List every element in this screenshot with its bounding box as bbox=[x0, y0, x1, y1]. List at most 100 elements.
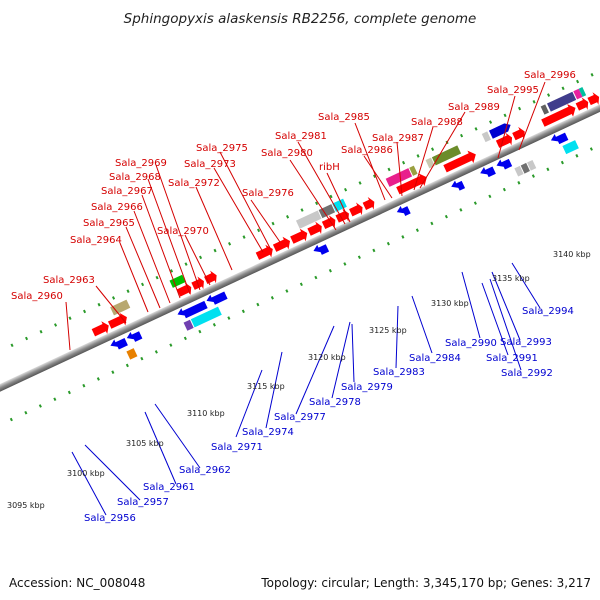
gene-label: Sala_2971 bbox=[211, 442, 263, 453]
gene-arrow bbox=[313, 244, 330, 255]
scale-label: 3120 kbp bbox=[308, 353, 346, 362]
gene-label: Sala_2978 bbox=[309, 397, 361, 408]
genome-track bbox=[0, 0, 600, 435]
gene-label: Sala_2988 bbox=[411, 117, 463, 128]
gene-label: Sala_2985 bbox=[318, 112, 370, 123]
gene-arrow bbox=[110, 338, 128, 350]
gene-arrow bbox=[126, 331, 143, 342]
gene-label: Sala_2967 bbox=[101, 186, 153, 197]
gene-label: Sala_2975 bbox=[196, 143, 248, 154]
accession-text: Accession: NC_008048 bbox=[9, 576, 145, 590]
feature-block bbox=[573, 88, 583, 100]
gene-label: Sala_2993 bbox=[500, 337, 552, 348]
gene-label: Sala_2981 bbox=[275, 131, 327, 142]
gene-arrow bbox=[177, 300, 208, 319]
gene-arrow bbox=[307, 221, 322, 236]
gene-arrow bbox=[396, 173, 427, 195]
feature-block bbox=[527, 159, 537, 171]
topology-summary: Topology: circular; Length: 3,345,170 bp… bbox=[260, 576, 591, 590]
gene-label: Sala_2970 bbox=[157, 226, 209, 237]
gene-arrow bbox=[176, 282, 192, 297]
gene-arrow bbox=[550, 132, 569, 145]
gene-label: Sala_2990 bbox=[445, 338, 497, 349]
feature-block bbox=[425, 157, 435, 169]
feature-block bbox=[481, 131, 491, 143]
scale-label: 3130 kbp bbox=[431, 299, 469, 308]
gene-label: Sala_2979 bbox=[341, 382, 393, 393]
gene-label: Sala_2966 bbox=[91, 202, 143, 213]
gene-label: Sala_2987 bbox=[372, 133, 424, 144]
feature-arrow bbox=[488, 123, 511, 139]
gene-label: Sala_2986 bbox=[341, 145, 393, 156]
gene-arrow bbox=[443, 150, 476, 173]
map-title: Sphingopyxis alaskensis RB2256, complete… bbox=[124, 11, 477, 27]
feature-block bbox=[183, 319, 194, 331]
feature-block bbox=[562, 140, 579, 155]
gene-arrow bbox=[91, 321, 109, 337]
gene-label: Sala_2980 bbox=[261, 148, 313, 159]
gene-label: Sala_2962 bbox=[179, 465, 231, 476]
gene-label: Sala_2973 bbox=[184, 159, 236, 170]
gene-label: Sala_2961 bbox=[143, 482, 195, 493]
gene-arrow bbox=[206, 291, 228, 305]
scale-label: 3110 kbp bbox=[187, 409, 225, 418]
scale-label: 3115 kbp bbox=[247, 382, 285, 391]
feature-block bbox=[169, 274, 186, 288]
gene-arrow bbox=[204, 270, 217, 284]
scale-label: 3140 kbp bbox=[553, 250, 591, 259]
gene-label: Sala_2992 bbox=[501, 368, 553, 379]
gene-label: Sala_2960 bbox=[11, 291, 63, 302]
scale-label: 3105 kbp bbox=[126, 439, 164, 448]
scale-label: 3100 kbp bbox=[67, 469, 105, 478]
feature-block bbox=[514, 165, 524, 177]
top-labels: Sala_2960 Sala_2963 Sala_2964 Sala_2965 … bbox=[11, 70, 576, 302]
gene-label: Sala_2984 bbox=[409, 353, 461, 364]
scale-labels: 3095 kbp 3100 kbp 3105 kbp 3110 kbp 3115… bbox=[7, 250, 591, 510]
gene-label: Sala_2957 bbox=[117, 497, 169, 508]
gene-label: Sala_2956 bbox=[84, 513, 136, 524]
bottom-labels: Sala_2956 Sala_2957 Sala_2961 Sala_2962 … bbox=[84, 306, 574, 524]
feature-block bbox=[110, 299, 131, 316]
gene-label: Sala_2989 bbox=[448, 102, 500, 113]
gene-arrow bbox=[107, 312, 127, 329]
gene-label: Sala_2974 bbox=[242, 427, 294, 438]
feature-block bbox=[126, 348, 138, 360]
reverse-tick-track bbox=[0, 51, 600, 435]
gene-arrow bbox=[496, 158, 513, 170]
gene-label: Sala_2995 bbox=[487, 85, 539, 96]
feature-block bbox=[520, 162, 530, 174]
feature-block bbox=[318, 204, 336, 219]
gene-arrow bbox=[396, 206, 411, 216]
gene-arrow bbox=[290, 228, 308, 244]
feature-block bbox=[295, 210, 322, 229]
feature-block bbox=[385, 168, 413, 187]
feature-block bbox=[190, 306, 222, 328]
feature-block bbox=[540, 104, 549, 115]
gene-arrow bbox=[451, 180, 466, 191]
gene-label: Sala_2976 bbox=[242, 188, 294, 199]
bottom-callout-lines bbox=[71, 262, 541, 516]
gene-label: Sala_2965 bbox=[83, 218, 135, 229]
top-callout-lines bbox=[65, 81, 546, 351]
gene-arrow bbox=[480, 166, 496, 178]
gene-label: Sala_2964 bbox=[70, 235, 122, 246]
feature-block bbox=[409, 165, 418, 176]
gene-label: ribH bbox=[319, 162, 340, 173]
gene-label: Sala_2983 bbox=[373, 367, 425, 378]
reverse-gene-row bbox=[110, 132, 569, 350]
scale-label: 3095 kbp bbox=[7, 501, 45, 510]
gene-arrow bbox=[587, 92, 600, 106]
gene-label: Sala_2994 bbox=[522, 306, 574, 317]
scale-label: 3125 kbp bbox=[369, 326, 407, 335]
gene-label: Sala_2996 bbox=[524, 70, 576, 81]
gene-label: Sala_2963 bbox=[43, 275, 95, 286]
gene-label: Sala_2969 bbox=[115, 158, 167, 169]
feature-block bbox=[578, 87, 587, 97]
gene-label: Sala_2968 bbox=[109, 172, 161, 183]
reverse-feature-row bbox=[126, 140, 579, 360]
gene-arrow bbox=[321, 215, 336, 229]
gene-arrow bbox=[255, 244, 273, 260]
gene-arrow bbox=[575, 97, 589, 111]
